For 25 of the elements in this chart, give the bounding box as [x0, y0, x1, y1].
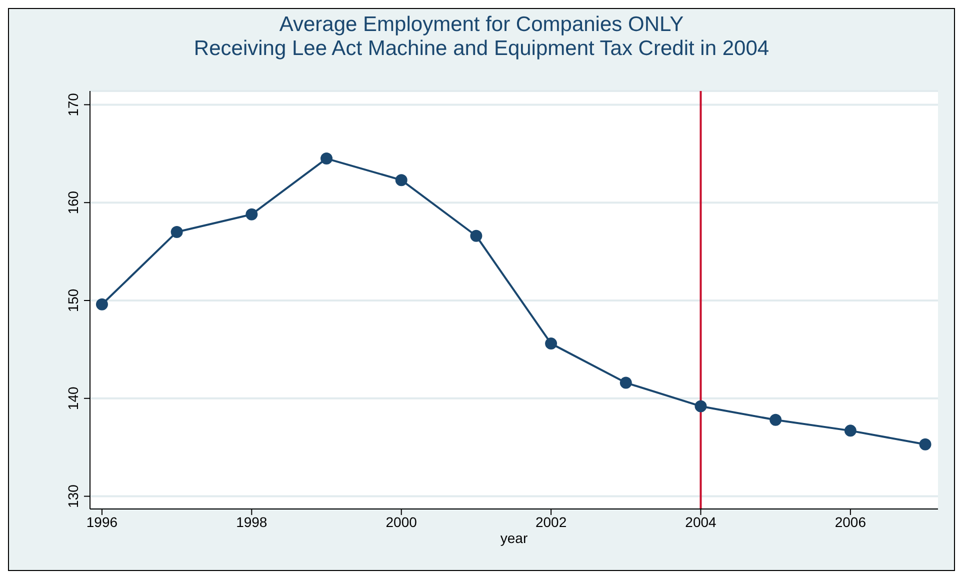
point [96, 298, 108, 310]
x-tick-label: 2002 [535, 514, 567, 530]
y-tick-label: 170 [65, 92, 81, 116]
point [770, 414, 782, 426]
x-axis-title: year [500, 530, 528, 546]
point [620, 376, 632, 389]
y-tick-label: 150 [65, 288, 81, 312]
y-tick-label: 140 [65, 386, 81, 410]
x-tick-label: 2004 [685, 514, 717, 530]
point [320, 152, 333, 165]
point [470, 230, 482, 242]
x-tick-label: 1998 [236, 514, 268, 530]
chart-title: Average Employment for Companies ONLY Receiving Lee Act Machine and Equipment Tax Credit in 2004 [192, 13, 770, 61]
point [545, 338, 558, 350]
point [246, 208, 258, 220]
point [395, 174, 408, 186]
x-tick-label: 1996 [86, 514, 118, 530]
y-tick-label: 160 [65, 190, 81, 214]
point [694, 400, 707, 412]
point [919, 438, 932, 450]
point [170, 226, 183, 238]
x-tick-label: 2006 [834, 514, 866, 530]
x-tick-label: 2000 [386, 514, 418, 530]
point [844, 424, 856, 437]
y-tick-label: 130 [65, 484, 81, 508]
